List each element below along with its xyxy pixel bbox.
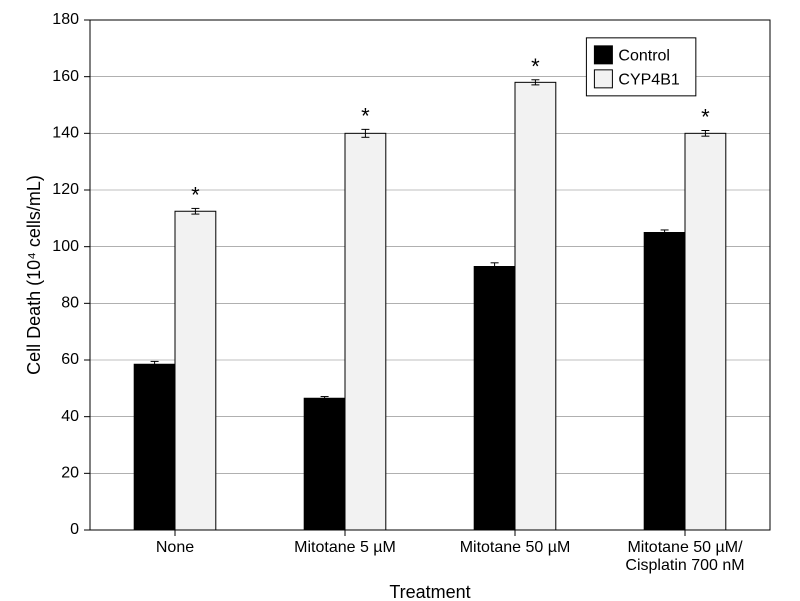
bar (474, 267, 515, 531)
y-tick-label: 120 (52, 181, 79, 198)
cell-death-chart: * * * * 0 20 40 60 80 100 120 140 160 180 Cell Death (… (0, 0, 800, 601)
bar (644, 233, 685, 531)
significance-marker: * (701, 105, 710, 130)
x-tick-label: Cisplatin 700 nM (625, 557, 744, 574)
legend-swatch (594, 70, 612, 88)
y-tick-label: 60 (61, 351, 79, 368)
y-tick-label: 40 (61, 408, 79, 425)
bar (175, 211, 216, 530)
x-tick-label: Mitotane 50 µM/ (627, 539, 743, 556)
y-tick-label: 0 (70, 521, 79, 538)
bar (685, 133, 726, 530)
x-tick-label: Mitotane 5 µM (294, 539, 396, 556)
bar (304, 398, 345, 530)
bar (134, 364, 175, 530)
x-tick-label: Mitotane 50 µM (460, 539, 571, 556)
bar (515, 82, 556, 530)
y-tick-label: 80 (61, 295, 79, 312)
legend-swatch (594, 46, 612, 64)
x-axis-label: Treatment (389, 582, 470, 601)
y-axis-label: Cell Death (10⁴ cells/mL) (24, 175, 44, 375)
significance-marker: * (191, 182, 200, 207)
x-tick-label: None (156, 539, 194, 556)
y-tick-label: 100 (52, 238, 79, 255)
significance-marker: * (361, 103, 370, 128)
y-tick-label: 140 (52, 125, 79, 142)
y-tick-label: 160 (52, 68, 79, 85)
y-tick-label: 20 (61, 465, 79, 482)
chart-svg: * * * * 0 20 40 60 80 100 120 140 160 180 Cell Death (… (0, 0, 800, 601)
significance-marker: * (531, 54, 540, 79)
legend-label: CYP4B1 (618, 71, 679, 88)
legend-label: Control (618, 47, 670, 64)
bar (345, 133, 386, 530)
y-tick-label: 180 (52, 11, 79, 28)
